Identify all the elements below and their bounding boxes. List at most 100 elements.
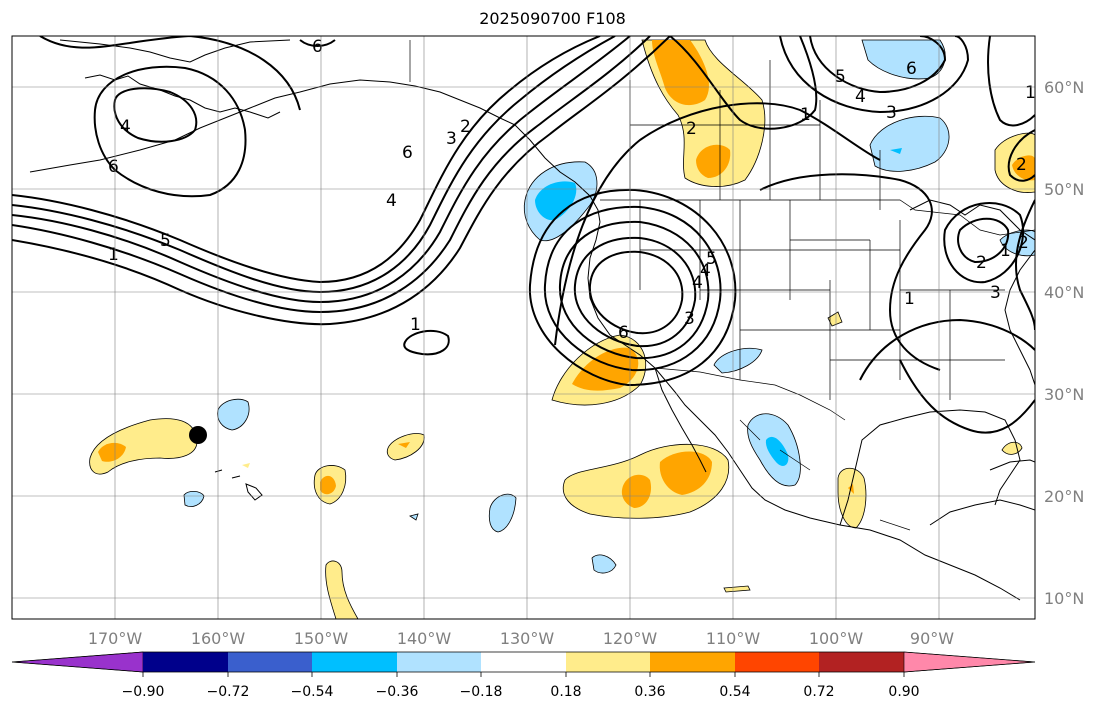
colorbar-tick-label: 0.54 [719,684,750,700]
border-us-canada [600,199,1035,236]
coast-bc [514,124,601,223]
colorbar-extend-min [11,651,144,673]
shade-sw-lightblue [713,348,763,374]
border-us-mexico [654,367,846,421]
lat-tick-label: 60°N [1044,78,1084,97]
colorbar-tick-label: −0.36 [376,684,419,700]
colorbar-segment [566,652,650,672]
lon-tick-label: 100°W [809,629,864,648]
contour-label: 6 [108,157,119,177]
lon-tick-label: 170°W [88,629,143,648]
shade-hawaii-south-lightblue [183,490,205,507]
contour-label: 3 [990,283,1001,303]
shade-canada-orange-1 [652,40,710,106]
colorbar-segment [481,652,566,672]
contour-label: 6 [312,37,323,57]
colorbar-segment [735,652,819,672]
contour-6-label-arc [299,39,336,47]
shade-south-yellow [325,560,359,619]
lat-tick-label: 10°N [1044,589,1084,608]
shade-baja-orange-2 [621,474,652,508]
colorbar-tick-label: 0.90 [888,684,919,700]
shade-gulf-yellow [837,467,867,529]
contour-e-low-2 [943,202,1025,284]
contour-jet-5 [12,36,671,326]
contour-n-high-1 [809,36,947,94]
contour-label: 1 [410,315,421,335]
colorbar-tick-label: −0.90 [122,684,165,700]
shade-south-yellow-2 [723,585,751,593]
shade-florida-yellow [1001,441,1023,455]
coast-alaska [29,79,516,173]
contour-ca-low-4 [543,205,722,372]
filled-anomalies [89,39,1035,619]
colorbar-ticks [142,672,905,677]
shade-n-canada-lightblue [861,39,946,80]
contour-label: 2 [460,117,471,137]
coast-hudson [909,199,1035,241]
contour-ca-low-1 [588,250,684,335]
lon-tick-labels: 170°W 160°W 150°W 140°W 130°W 120°W 110°… [88,629,954,648]
contour-n-high-2 [779,36,970,114]
contour-label: 2 [686,119,697,139]
location-marker [189,426,207,444]
shade-central-orange [398,442,410,448]
shade-hudson-lightblue [869,115,950,172]
contour-bering-outer [39,36,301,111]
lon-tick-label: 90°W [910,629,954,648]
contour-label: 4 [855,87,866,107]
shade-west-coast-orange [572,347,639,391]
colorbar-segment [650,652,735,672]
lon-tick-label: 110°W [706,629,761,648]
contour-label: 6 [618,323,629,343]
colorbar-tick-label: 0.36 [634,684,665,700]
shade-hawaii-north-lightblue [217,398,250,431]
colorbar-segment [397,652,481,672]
coast-gulf [839,409,1021,526]
coast-east [1004,249,1035,386]
contour-label: 3 [446,129,457,149]
contour-jet-2 [12,36,616,294]
contour-label: 5 [835,67,846,87]
shade-goa-blue [535,181,577,221]
colorbar-segment [819,652,904,672]
contour-label: 2 [1016,155,1027,175]
contour-ca-low-3 [558,220,710,360]
contour-jet-1 [12,36,601,284]
contour-label: 1 [800,105,811,125]
border-states [639,200,1005,400]
contour-se-1 [899,359,1035,434]
contour-label: 3 [886,103,897,123]
contour-label: 2 [1018,233,1029,253]
lat-tick-label: 30°N [1044,385,1084,404]
shade-baja-orange-1 [659,451,712,495]
lat-tick-label: 20°N [1044,487,1084,506]
colorbar-segment [143,652,228,672]
lat-tick-label: 40°N [1044,283,1084,302]
contour-ne-canada-2 [1007,129,1035,182]
map-layers: 6 4 6 1 5 6 4 3 2 6 1 5 4 3 2 1 2 6 4 3 … [12,36,1036,619]
contour-label: 4 [120,117,131,137]
contour-label: 6 [906,59,917,79]
shade-tiny-lightblue [409,513,419,521]
lon-tick-label: 150°W [294,629,349,648]
coast-baja [654,367,707,473]
gridlines [12,36,1035,619]
coast-alaska-north [59,39,291,63]
coast-yucatan [929,499,1035,526]
colorbar-segment [228,652,312,672]
contour-label: 1 [904,289,915,309]
contour-label: 1 [1000,241,1011,261]
colorbar-tick-label: 0.18 [550,684,581,700]
contour-label: 1 [1025,83,1036,103]
contour-label: 5 [160,231,171,251]
contour-label: 6 [402,143,413,163]
contour-label: 4 [692,273,703,293]
contour-e-low-1 [957,217,1010,264]
shade-mexico-blue [765,436,789,466]
contour-labels: 6 4 6 1 5 6 4 3 2 6 1 5 4 3 2 1 2 6 4 3 … [108,37,1036,343]
shade-hawaii-east-orange [320,475,336,495]
colorbar: −0.90 −0.72 −0.54 −0.36 −0.18 0.18 0.36 … [11,651,1036,700]
shade-canada-orange-2 [696,144,731,178]
